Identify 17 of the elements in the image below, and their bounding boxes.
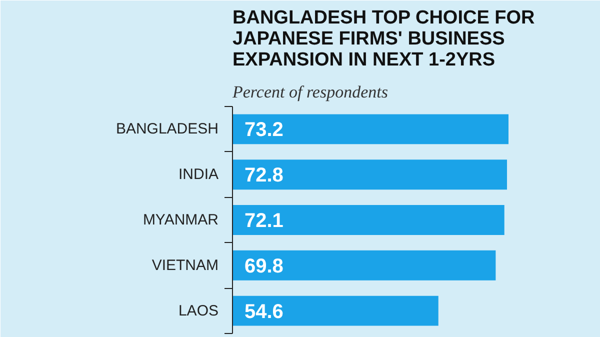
- bar: [232, 114, 508, 144]
- bar: [232, 205, 504, 235]
- y-tick-label: INDIA: [178, 166, 219, 184]
- data-label: 69.8: [244, 255, 284, 278]
- data-label: 72.1: [244, 210, 284, 232]
- y-tick-label: LAOS: [178, 302, 219, 320]
- data-label: 72.8: [244, 164, 284, 187]
- y-tick-label: BANGLADESH: [116, 120, 219, 138]
- y-tick-label: VIETNAM: [152, 256, 219, 274]
- bar: [232, 296, 438, 326]
- chart-subtitle: Percent of respondents: [232, 82, 388, 102]
- chart-title: BANGLADESH TOP CHOICE FOR JAPANESE FIRMS' BUSINESS EXPANSION IN NEXT 1-2YRS: [232, 8, 536, 70]
- y-tick-label: MYANMAR: [142, 212, 219, 228]
- bar: [232, 250, 496, 280]
- data-label: 73.2: [244, 119, 284, 142]
- bar: [232, 160, 507, 190]
- data-label: 54.6: [244, 300, 284, 323]
